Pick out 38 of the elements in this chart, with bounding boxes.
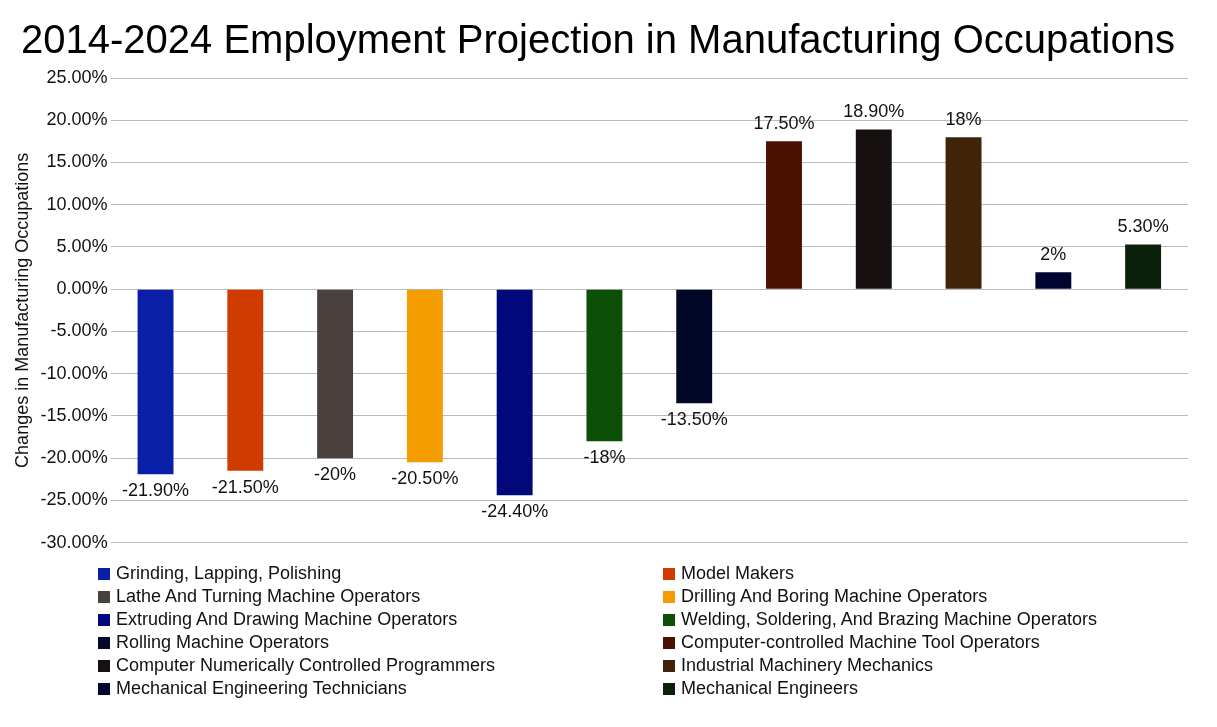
y-axis-title: Changes in Manufacturing Occupations <box>11 152 32 468</box>
data-label: -13.50% <box>660 409 728 430</box>
y-tick-label: 0.00% <box>56 278 108 299</box>
chart-title: 2014-2024 Employment Projection in Manufacturing Occupations <box>21 17 1175 62</box>
y-tick-label: -5.00% <box>50 320 108 341</box>
legend-label: Model Makers <box>681 563 795 584</box>
y-tick-label: -30.00% <box>40 531 108 552</box>
legend-label: Mechanical Engineers <box>681 678 859 699</box>
legend-label: Computer-controlled Machine Tool Operators <box>681 632 1040 653</box>
data-label: 2% <box>1040 244 1067 265</box>
legend-label: Drilling And Boring Machine Operators <box>681 586 988 607</box>
legend-label: Computer Numerically Controlled Programmers <box>116 655 496 676</box>
data-label: -21.90% <box>122 480 190 501</box>
data-label: -24.40% <box>481 501 549 522</box>
y-tick-label: -25.00% <box>40 489 108 510</box>
legend-label: Welding, Soldering, And Brazing Machine Operators <box>681 609 1097 630</box>
y-tick-label: 5.00% <box>56 235 108 256</box>
data-label: -20% <box>314 464 357 485</box>
data-label: 17.50% <box>753 113 815 134</box>
y-tick-label: -15.00% <box>40 404 108 425</box>
y-tick-label: -10.00% <box>40 362 108 383</box>
data-label: 18.90% <box>843 101 905 122</box>
y-tick-label: 10.00% <box>46 193 108 214</box>
y-tick-label: 15.00% <box>46 151 108 172</box>
data-label: 5.30% <box>1117 216 1169 237</box>
data-label: 18% <box>945 109 982 130</box>
legend-label: Industrial Machinery Mechanics <box>681 655 934 676</box>
legend-label: Lathe And Turning Machine Operators <box>116 586 421 607</box>
legend-label: Mechanical Engineering Technicians <box>116 678 407 699</box>
legend-label: Rolling Machine Operators <box>116 632 330 653</box>
legend-label: Grinding, Lapping, Polishing <box>116 563 342 584</box>
y-tick-label: 20.00% <box>46 109 108 130</box>
data-label: -20.50% <box>391 468 459 489</box>
y-tick-label: -20.00% <box>40 447 108 468</box>
legend-label: Extruding And Drawing Machine Operators <box>116 609 458 630</box>
y-tick-label: 25.00% <box>46 66 108 87</box>
data-label: -21.50% <box>211 476 279 497</box>
data-label: -18% <box>583 447 626 468</box>
